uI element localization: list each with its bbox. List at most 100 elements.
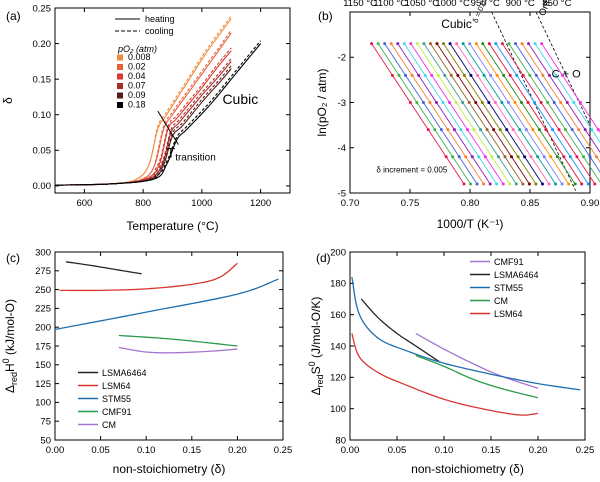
- iso-delta-point: [508, 182, 512, 186]
- iso-delta-line: [515, 43, 600, 173]
- iso-delta-point: [423, 73, 427, 77]
- iso-delta-line: [528, 43, 600, 153]
- iso-delta-point: [501, 182, 505, 186]
- iso-delta-point: [557, 128, 561, 132]
- iso-delta-point: [475, 73, 479, 77]
- iso-delta-point: [461, 101, 465, 104]
- iso-delta-point: [483, 155, 487, 159]
- iso-delta-point: [547, 182, 551, 186]
- iso-delta-point: [454, 101, 458, 104]
- iso-delta-point: [527, 182, 531, 186]
- iso-delta-point: [446, 128, 450, 132]
- iso-delta-point: [552, 101, 556, 104]
- iso-delta-point: [526, 101, 530, 104]
- iso-delta-point: [540, 182, 544, 186]
- iso-delta-point: [421, 101, 425, 104]
- annotation-transition: Ttransition: [167, 144, 216, 163]
- iso-delta-point: [529, 155, 533, 159]
- y-tick-label: 0.00: [33, 181, 52, 192]
- x-tick-label: 800: [135, 198, 151, 209]
- panel-b: 0.70 0.75 0.80 0.85 0.90 -5 -4 -3 -2 1150 °C1100 …: [315, 0, 600, 231]
- cooling-curve-0.09: [54, 65, 232, 186]
- iso-delta-point: [493, 101, 497, 104]
- iso-delta-point: [554, 73, 558, 77]
- iso-delta-point: [495, 182, 499, 186]
- legend-title: pO₂ (atm): [117, 44, 157, 54]
- y-tick-label: 0.20: [33, 39, 52, 50]
- y-tick-label: 0.10: [33, 110, 52, 121]
- annotation-0: Cubic: [441, 17, 472, 31]
- iso-delta-point: [520, 42, 524, 46]
- iso-delta-line: [534, 43, 600, 144]
- iso-delta-point: [474, 101, 478, 104]
- y-axis-label-unit: (J/mol-O/K): [309, 297, 323, 362]
- panel-label-b: (b): [318, 9, 333, 23]
- legend-label: CM: [102, 420, 116, 430]
- y-tick-label: 160: [330, 310, 346, 321]
- iso-delta-point: [593, 182, 597, 186]
- x-tick-label: 1200: [250, 198, 271, 209]
- top-temp-tick-label: 950 °C: [471, 0, 500, 9]
- iso-delta-point: [555, 155, 559, 159]
- iso-delta-point: [515, 73, 519, 77]
- iso-delta-point: [542, 155, 546, 159]
- iso-delta-point: [415, 42, 419, 46]
- iso-delta-point: [588, 155, 592, 159]
- y-tick-label: 140: [330, 341, 346, 352]
- iso-delta-point: [505, 128, 509, 132]
- y-axis-label-symbol: H: [3, 363, 17, 372]
- y-tick-label: -3: [338, 98, 346, 109]
- iso-delta-point: [521, 182, 525, 186]
- legend-pressure-label: 0.02: [128, 62, 146, 72]
- y-tick-label: 200: [330, 247, 346, 258]
- panel-label: (d): [316, 251, 331, 265]
- iso-delta-point: [533, 42, 537, 46]
- x-tick-label: 0.20: [529, 445, 548, 456]
- iso-delta-point: [467, 101, 471, 104]
- series-line-LSMA6464: [65, 261, 142, 275]
- iso-delta-line: [449, 43, 543, 185]
- iso-delta-point: [436, 73, 440, 77]
- iso-delta-line: [423, 43, 517, 185]
- series-line-CMF91: [118, 334, 238, 347]
- series-line-LSMA6464: [360, 298, 440, 363]
- top-temp-tick-label: 1050 °C: [405, 0, 440, 9]
- top-temp-tick-label: 900 °C: [506, 0, 535, 9]
- top-temp-tick-label: 1100 °C: [373, 0, 407, 9]
- iso-delta-point: [487, 42, 491, 46]
- annotation-transition-sub: transition: [175, 152, 216, 163]
- iso-delta-point: [508, 73, 512, 77]
- iso-delta-point: [534, 73, 538, 77]
- iso-delta-point: [475, 182, 479, 186]
- y-tick-label: 100: [330, 404, 346, 415]
- iso-delta-point: [442, 42, 446, 46]
- iso-delta-point: [531, 128, 535, 132]
- iso-delta-point: [462, 182, 466, 186]
- iso-delta-point: [544, 128, 548, 132]
- iso-delta-point: [596, 128, 600, 132]
- y-axis-label: ln(pO₂ / atm): [315, 68, 329, 136]
- iso-delta-point: [580, 182, 584, 186]
- iso-delta-point: [489, 73, 493, 77]
- iso-delta-point: [586, 182, 590, 186]
- iso-delta-point: [481, 42, 485, 46]
- panel-c: 0.00 0.05 0.10 0.15 0.20 0.25 50 75 100 125 150 175…: [1, 247, 292, 476]
- iso-delta-line: [508, 43, 600, 183]
- iso-delta-point: [539, 101, 543, 104]
- iso-delta-point: [564, 128, 568, 132]
- iso-delta-point: [459, 128, 463, 132]
- series-line-STM55: [54, 278, 279, 331]
- iso-delta-point: [575, 155, 579, 159]
- x-tick-label: 0.15: [183, 445, 202, 456]
- iso-delta-point: [541, 73, 545, 77]
- iso-delta-point: [389, 42, 393, 46]
- legend-swatch: [117, 64, 123, 70]
- iso-delta-point: [462, 73, 466, 77]
- iso-delta-point: [518, 128, 522, 132]
- iso-delta-point: [397, 73, 401, 77]
- iso-delta-point: [465, 128, 469, 132]
- iso-delta-point: [448, 101, 452, 104]
- iso-delta-line: [397, 43, 491, 185]
- iso-delta-line: [482, 43, 576, 185]
